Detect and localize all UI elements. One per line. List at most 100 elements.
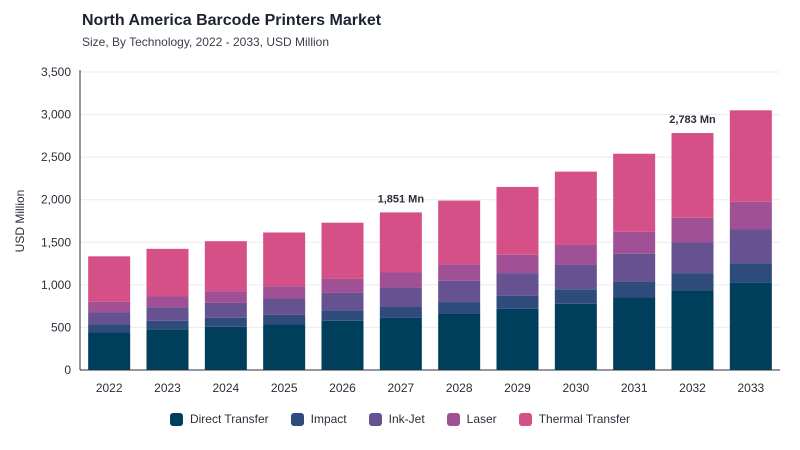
bar-segment-impact [379,306,422,318]
legend-item: Ink-Jet [368,412,425,426]
bar-segment-ink-jet [671,242,714,274]
bar-segment-impact [729,263,772,283]
legend: Direct Transfer Impact Ink-Jet Laser Thermal… [0,412,800,426]
x-tick-label: 2027 [387,381,414,395]
bar-segment-direct-transfer [554,303,597,370]
bar-segment-ink-jet [321,292,364,311]
x-tick-label: 2025 [271,381,298,395]
x-tick-label: 2024 [212,381,239,395]
bar-segment-impact [671,273,714,291]
bar-segment-impact [554,289,597,304]
bar-segment-ink-jet [204,302,247,318]
y-tick-label: 500 [51,320,71,334]
y-axis-label: USD Million [13,190,27,253]
bar-segment-direct-transfer [671,290,714,370]
bar-segment-thermal-transfer [438,200,481,265]
x-tick-label: 2031 [621,381,648,395]
bar-segment-ink-jet [263,298,306,315]
legend-label: Impact [310,412,347,426]
bar-segment-laser [496,254,539,274]
bar-segment-laser [554,244,597,265]
legend-swatch [290,412,304,426]
stacked-bar-chart: 0 500 1,000 1,500 2,000 2,500 3,000 3,500 USD Mi… [13,65,780,395]
legend-label: Thermal Transfer [538,412,631,426]
x-tick-label: 2029 [504,381,531,395]
bar-segment-thermal-transfer [729,110,772,202]
x-tick-label: 2032 [679,381,706,395]
data-label: 1,851 Mn [378,193,425,205]
bar-segment-thermal-transfer [379,212,422,273]
bar-segment-impact [204,317,247,327]
bar-segment-laser [263,286,306,299]
x-tick-label: 2023 [154,381,181,395]
bar-segment-thermal-transfer [496,186,539,255]
bar-segment-thermal-transfer [613,153,656,232]
x-tick-label: 2033 [737,381,764,395]
legend-swatch [368,412,382,426]
bar-segment-thermal-transfer [321,222,364,279]
legend-item: Direct Transfer [169,412,269,426]
bar-segment-thermal-transfer [554,171,597,245]
bars [88,110,772,370]
bar-segment-impact [438,302,481,314]
bar-segment-direct-transfer [438,313,481,370]
axes: 0 500 1,000 1,500 2,000 2,500 3,000 3,500 USD Mi… [13,65,780,395]
bar-segment-laser [204,291,247,303]
y-tick-label: 2,500 [41,150,71,164]
annotations: 1,851 Mn 2,783 Mn [378,114,716,205]
bar-segment-impact [146,320,189,330]
bar-segment-direct-transfer [321,320,364,370]
bar-segment-direct-transfer [496,308,539,370]
chart-subtitle: Size, By Technology, 2022 - 2033, USD Mi… [82,35,330,49]
x-tick-label: 2030 [562,381,589,395]
legend-item: Thermal Transfer [518,412,631,426]
bar-segment-impact [263,314,306,325]
bar-segment-impact [321,310,364,321]
bar-segment-thermal-transfer [671,133,714,218]
legend-swatch [169,412,183,426]
bar-segment-laser [729,201,772,230]
bar-segment-direct-transfer [263,324,306,370]
data-label: 2,783 Mn [669,114,716,126]
legend-swatch [518,412,532,426]
x-tick-label: 2026 [329,381,356,395]
y-tick-label: 3,500 [41,65,71,79]
y-tick-label: 2,000 [41,193,71,207]
grid-lines [80,71,780,328]
bar-segment-laser [146,296,189,308]
bar-segment-impact [496,295,539,309]
bar-segment-laser [379,272,422,288]
bar-segment-ink-jet [438,280,481,303]
bar-segment-thermal-transfer [88,256,131,302]
bar-segment-thermal-transfer [146,248,189,297]
bar-segment-direct-transfer [146,329,189,370]
bar-segment-impact [613,281,656,298]
bar-segment-direct-transfer [613,297,656,370]
bar-segment-ink-jet [88,312,131,325]
bar-segment-ink-jet [496,273,539,296]
bar-segment-ink-jet [146,307,189,321]
y-tick-label: 1,000 [41,278,71,292]
bar-segment-thermal-transfer [263,232,306,287]
bar-segment-direct-transfer [729,282,772,370]
bar-segment-laser [321,278,364,293]
legend-item: Impact [290,412,347,426]
bar-segment-direct-transfer [379,317,422,370]
bar-segment-laser [438,264,481,281]
legend-swatch [446,412,460,426]
chart-title: North America Barcode Printers Market [82,12,382,29]
bar-segment-laser [613,231,656,254]
bar-segment-thermal-transfer [204,241,247,292]
bar-segment-direct-transfer [204,326,247,370]
y-tick-label: 0 [64,363,71,377]
bar-segment-ink-jet [554,264,597,290]
bar-segment-impact [88,324,131,333]
bar-segment-ink-jet [613,253,656,282]
legend-label: Laser [466,412,497,426]
y-tick-label: 1,500 [41,235,71,249]
legend-label: Direct Transfer [189,412,269,426]
bar-segment-laser [88,301,131,313]
legend-item: Laser [446,412,497,426]
x-tick-label: 2022 [96,381,123,395]
bar-segment-laser [671,217,714,243]
